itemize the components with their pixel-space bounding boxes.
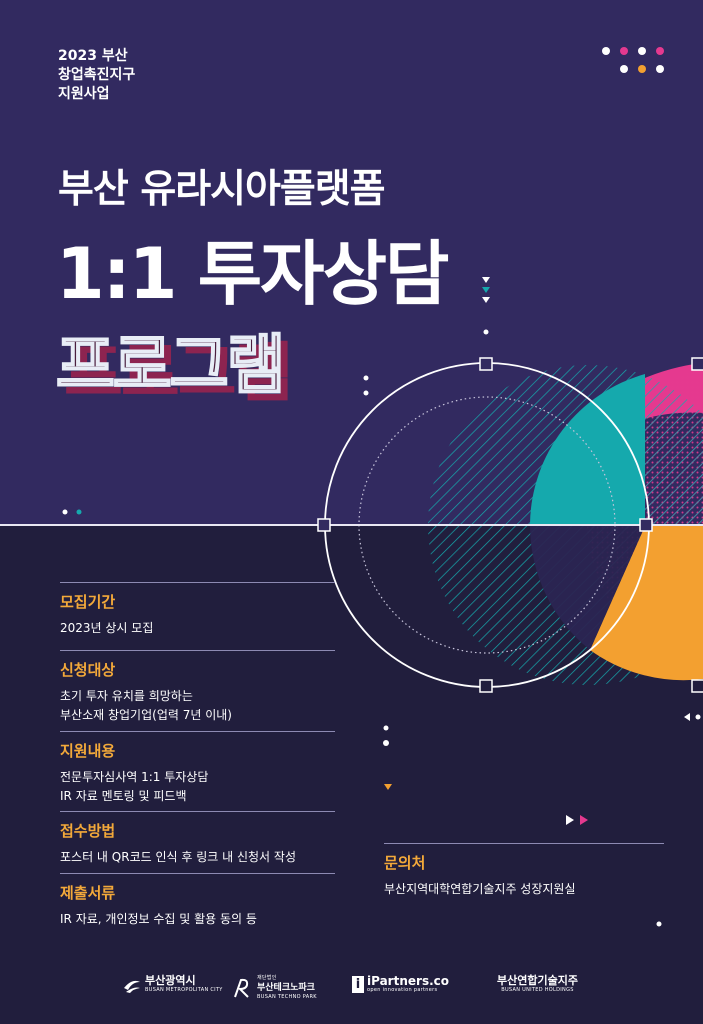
triangle-marker bbox=[384, 784, 392, 790]
ipartners-mark-icon: i bbox=[352, 976, 364, 993]
square-handles bbox=[317, 357, 703, 693]
triangle-marker bbox=[566, 815, 574, 825]
section-text: 전문투자심사역 1:1 투자상담 bbox=[60, 770, 209, 784]
title-line-3: 프로그램 bbox=[55, 328, 287, 404]
horizontal-divider bbox=[0, 524, 703, 526]
techno-park-name: 부산테크노파크 bbox=[257, 983, 315, 993]
orange-segment bbox=[590, 526, 703, 681]
info-eligibility: 신청대상 초기 투자 유치를 희망하는 부산소재 창업기업(업력 7년 이내) bbox=[60, 650, 335, 725]
techno-park-english: BUSAN TECHNO PARK bbox=[257, 994, 317, 1000]
triangle-marker bbox=[482, 277, 490, 283]
teal-segment bbox=[530, 374, 645, 524]
section-text: 초기 투자 유치를 희망하는 bbox=[60, 689, 193, 703]
info-application-method: 접수방법 포스터 내 QR코드 인식 후 링크 내 신청서 작성 bbox=[60, 811, 335, 867]
section-rule bbox=[60, 873, 335, 874]
section-text: 포스터 내 QR코드 인식 후 링크 내 신청서 작성 bbox=[60, 850, 296, 864]
section-label: 지원내용 bbox=[60, 742, 116, 760]
busan-city-emblem-icon bbox=[124, 980, 140, 993]
subheading-support: 지원사업 bbox=[58, 86, 110, 102]
united-holdings-logo: 부산연합기술지주 BUSAN UNITED HOLDINGS bbox=[497, 975, 578, 994]
triangle-marker bbox=[684, 713, 690, 721]
section-text: IR 자료, 개인정보 수집 및 활용 동의 등 bbox=[60, 912, 257, 926]
section-rule bbox=[60, 811, 335, 812]
section-text: 2023년 상시 모집 bbox=[60, 621, 154, 635]
dot-grid-top-right bbox=[602, 47, 664, 73]
section-text: IR 자료 멘토링 및 피드백 bbox=[60, 789, 187, 803]
sponsor-logos: 부산광역시 BUSAN METROPOLITAN CITY 재단법인 부산테크노… bbox=[0, 975, 703, 1005]
contact-section: 문의처 부산지역대학연합기술지주 성장지원실 bbox=[384, 843, 664, 897]
contact-label: 문의처 bbox=[384, 854, 426, 872]
section-label: 접수방법 bbox=[60, 822, 116, 840]
techno-park-prefix: 재단법인 bbox=[257, 975, 277, 981]
info-recruitment-period: 모집기간 2023년 상시 모집 bbox=[60, 582, 335, 638]
techno-park-logo: 재단법인 부산테크노파크 BUSAN TECHNO PARK bbox=[232, 975, 317, 1001]
techno-park-emblem-icon bbox=[234, 978, 249, 998]
section-text: 부산소재 창업기업(업력 7년 이내) bbox=[60, 708, 232, 722]
title-line-1: 부산 유라시아플랫폼 bbox=[58, 167, 385, 212]
united-holdings-english: BUSAN UNITED HOLDINGS bbox=[501, 987, 574, 993]
busan-city-name: 부산광역시 bbox=[145, 974, 196, 987]
ipartners-name: iPartners.co bbox=[367, 974, 449, 988]
section-label: 제출서류 bbox=[60, 884, 116, 902]
section-rule bbox=[60, 582, 335, 583]
triangle-marker bbox=[482, 287, 490, 293]
section-label: 모집기간 bbox=[60, 593, 116, 611]
busan-city-english: BUSAN METROPOLITAN CITY bbox=[145, 987, 223, 993]
subheading-zone: 창업촉진지구 bbox=[58, 67, 136, 83]
triangle-marker bbox=[482, 297, 490, 303]
ipartners-tagline: open innovation partners bbox=[367, 987, 438, 993]
ipartners-logo: i iPartners.co open innovation partners bbox=[352, 975, 449, 994]
program-subheading: 2023 부산 창업촉진지구 지원사업 bbox=[58, 47, 135, 104]
triangle-marker bbox=[580, 815, 588, 825]
busan-city-logo: 부산광역시 BUSAN METROPOLITAN CITY bbox=[122, 975, 223, 994]
section-rule bbox=[60, 650, 335, 651]
section-rule bbox=[60, 731, 335, 732]
section-rule bbox=[384, 843, 664, 844]
info-support-content: 지원내용 전문투자심사역 1:1 투자상담 IR 자료 멘토링 및 피드백 bbox=[60, 731, 335, 806]
section-label: 신청대상 bbox=[60, 661, 116, 679]
united-holdings-name: 부산연합기술지주 bbox=[497, 974, 578, 987]
subheading-year: 2023 부산 bbox=[58, 48, 128, 64]
info-required-documents: 제출서류 IR 자료, 개인정보 수집 및 활용 동의 등 bbox=[60, 873, 335, 929]
title-line-2: 1:1 투자상담 bbox=[56, 233, 449, 315]
contact-text: 부산지역대학연합기술지주 성장지원실 bbox=[384, 882, 576, 896]
